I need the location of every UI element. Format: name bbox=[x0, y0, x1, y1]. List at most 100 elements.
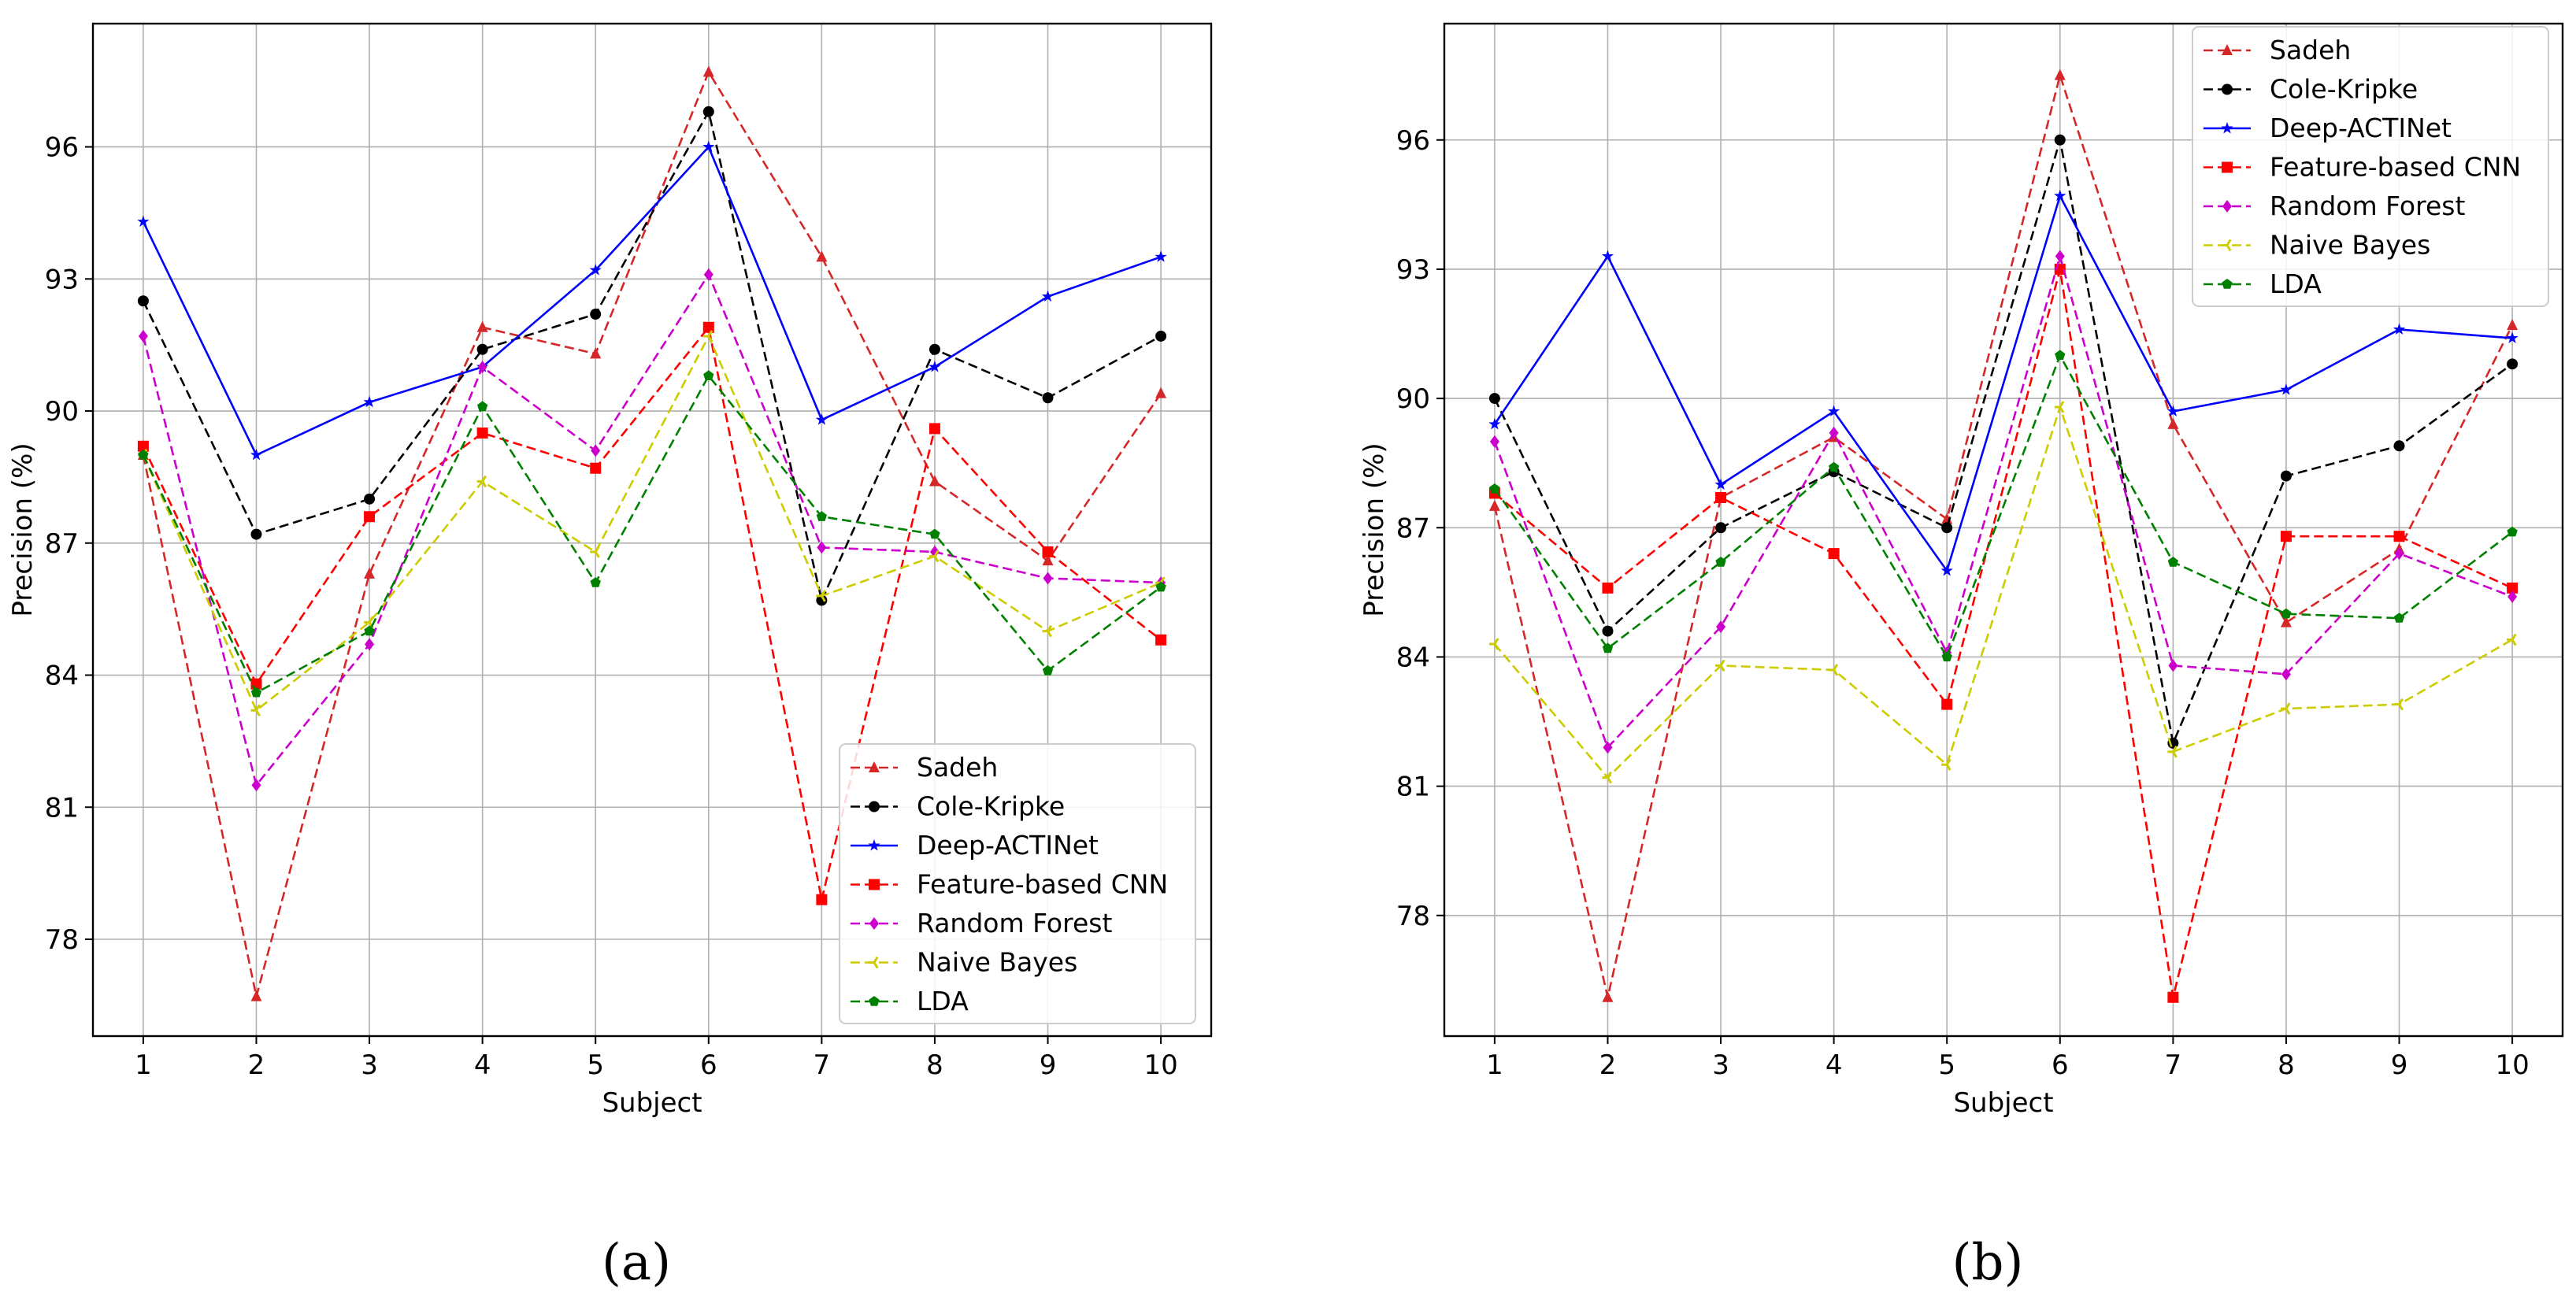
data-point bbox=[1602, 990, 1614, 1002]
data-point bbox=[251, 779, 261, 792]
series-line bbox=[142, 69, 1162, 998]
chart-panel-1: 1 2 3 4 5 6 7 8 9 1078818487909396SubjectPrecisio… bbox=[7, 22, 1213, 1292]
data-point bbox=[1828, 405, 1840, 416]
x-tick-label: 4 bbox=[474, 1049, 491, 1081]
legend-label: Cole-Kripke bbox=[917, 791, 1065, 822]
data-point bbox=[477, 361, 487, 374]
data-point bbox=[702, 140, 715, 152]
data-point bbox=[2054, 401, 2065, 413]
y-tick-label: 81 bbox=[1396, 772, 1430, 803]
x-tick-label: 6 bbox=[700, 1049, 717, 1081]
legend-marker bbox=[868, 839, 880, 851]
legend-item: Deep-ACTINet bbox=[2203, 113, 2452, 143]
legend-marker bbox=[869, 801, 880, 813]
data-point bbox=[702, 330, 713, 342]
data-point bbox=[2167, 746, 2178, 758]
data-point bbox=[2281, 668, 2291, 681]
legend-label: Random Forest bbox=[2270, 191, 2465, 221]
data-point bbox=[702, 321, 714, 333]
data-point bbox=[590, 462, 602, 474]
chart-panel-2: 1 2 3 4 5 6 7 8 9 1078818487909396SubjectPrecisio… bbox=[1358, 22, 2564, 1292]
data-point bbox=[2280, 702, 2291, 715]
series-line bbox=[142, 324, 1162, 901]
data-point bbox=[1601, 250, 1614, 261]
x-axis-label: Subject bbox=[1953, 1087, 2053, 1119]
data-point bbox=[1042, 624, 1053, 638]
legend-marker bbox=[2221, 122, 2233, 134]
data-point bbox=[1488, 393, 1500, 405]
data-point bbox=[250, 448, 263, 461]
legend-marker bbox=[869, 996, 880, 1006]
data-point bbox=[1828, 664, 1839, 676]
data-point bbox=[364, 493, 376, 505]
data-point bbox=[2167, 417, 2179, 429]
data-point bbox=[2393, 440, 2405, 452]
data-point bbox=[2507, 590, 2518, 603]
data-point bbox=[2055, 250, 2065, 263]
data-point bbox=[2280, 383, 2292, 395]
y-tick-label: 78 bbox=[1396, 901, 1430, 932]
legend-marker bbox=[2222, 279, 2233, 289]
data-point bbox=[1602, 642, 1614, 653]
legend-item: Cole-Kripke bbox=[851, 791, 1065, 822]
data-point bbox=[1715, 557, 1726, 567]
data-point bbox=[816, 894, 828, 905]
data-point bbox=[2393, 531, 2405, 542]
data-point bbox=[1155, 330, 1167, 342]
data-point bbox=[591, 444, 601, 457]
legend-label: Feature-based CNN bbox=[2270, 152, 2521, 183]
x-tick-label: 8 bbox=[926, 1049, 943, 1081]
legend-item: Feature-based CNN bbox=[851, 869, 1168, 900]
data-point bbox=[2507, 526, 2518, 537]
legend-label: Deep-ACTINet bbox=[2270, 113, 2452, 143]
data-point bbox=[1715, 491, 1727, 503]
y-tick-label: 81 bbox=[45, 792, 79, 824]
legend-label: Naive Bayes bbox=[917, 947, 1077, 978]
data-point bbox=[2280, 470, 2292, 482]
data-point bbox=[1941, 651, 1952, 662]
data-point bbox=[1042, 664, 1054, 676]
series-line bbox=[142, 109, 1162, 604]
y-axis-label: Precision (%) bbox=[1358, 442, 1390, 616]
gridlines bbox=[93, 24, 1211, 1036]
series-cole-kripke bbox=[137, 105, 1167, 606]
data-point bbox=[928, 550, 940, 563]
y-tick-label: 84 bbox=[1396, 642, 1430, 673]
data-point bbox=[1828, 548, 1840, 560]
data-point bbox=[2280, 531, 2292, 542]
data-point bbox=[138, 449, 149, 460]
legend-item: Feature-based CNN bbox=[2203, 152, 2521, 183]
series-naive-bayes bbox=[1488, 401, 2517, 784]
data-point bbox=[2393, 698, 2404, 711]
legend-item: Naive Bayes bbox=[851, 947, 1077, 978]
y-tick-label: 87 bbox=[45, 528, 79, 560]
legend-box bbox=[839, 743, 1196, 1024]
data-point bbox=[1940, 565, 1953, 576]
data-point bbox=[138, 329, 148, 342]
data-point bbox=[590, 546, 600, 558]
series-naive-bayes bbox=[137, 330, 1166, 717]
legend-box bbox=[2192, 26, 2549, 307]
data-point bbox=[589, 264, 602, 276]
data-point bbox=[1941, 522, 1953, 534]
y-tick-label: 84 bbox=[45, 661, 79, 692]
data-point bbox=[365, 638, 375, 651]
series-lda bbox=[138, 370, 1166, 698]
legend-marker bbox=[2222, 83, 2233, 95]
x-tick-label: 7 bbox=[2165, 1049, 2182, 1081]
series-deep-actinet bbox=[1488, 189, 2519, 576]
series-feature-based-cnn bbox=[137, 321, 1167, 905]
series-sadeh bbox=[137, 65, 1167, 1001]
data-point bbox=[816, 594, 828, 606]
series-line bbox=[142, 272, 1162, 788]
data-point bbox=[1603, 741, 1613, 754]
legend-item: Random Forest bbox=[2203, 191, 2465, 221]
legend-marker bbox=[2222, 239, 2232, 252]
series-line bbox=[1493, 403, 2513, 779]
plot-frame bbox=[1443, 22, 2564, 1038]
y-tick-label: 90 bbox=[1396, 383, 1430, 415]
data-point bbox=[250, 990, 262, 1001]
x-tick-label: 7 bbox=[814, 1049, 831, 1081]
data-point bbox=[250, 528, 262, 540]
